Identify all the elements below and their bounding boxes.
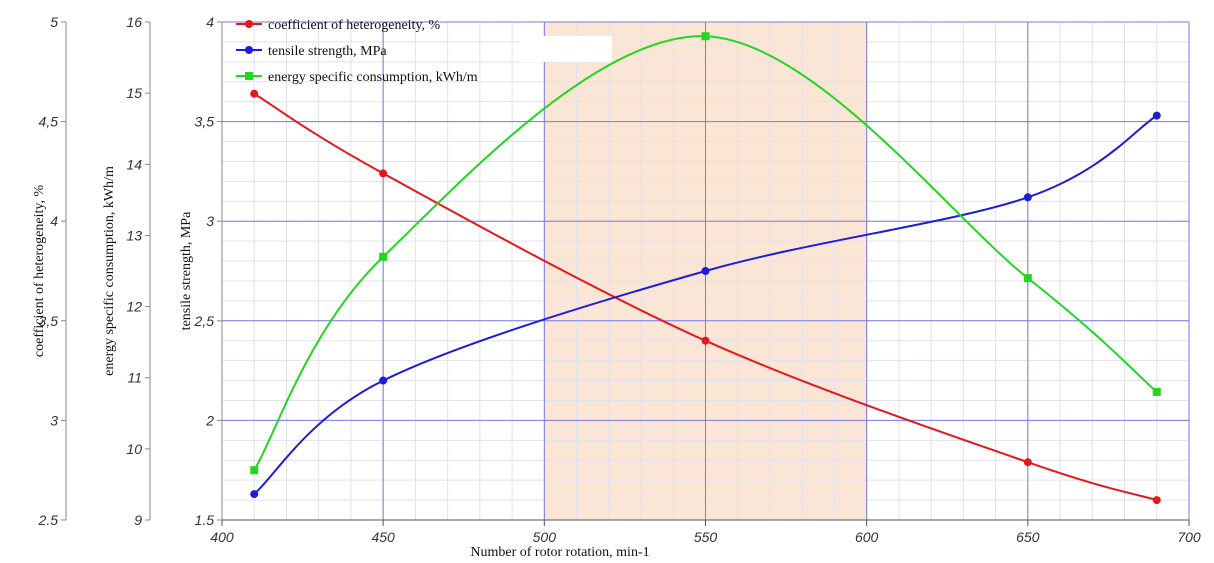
legend-marker-energy bbox=[245, 72, 253, 80]
y-tick-label-energy: 9 bbox=[134, 512, 142, 528]
data-point-het bbox=[379, 169, 388, 178]
y-tick-label-het: 3,5 bbox=[39, 313, 59, 329]
y-tick-label-energy: 12 bbox=[126, 299, 142, 315]
y-tick-label-energy: 10 bbox=[126, 441, 142, 457]
data-point-het bbox=[250, 89, 259, 98]
data-point-het bbox=[701, 336, 710, 345]
y-tick-label-energy: 11 bbox=[127, 370, 142, 386]
y-axis-title-het: coefficient of heterogeneity, % bbox=[32, 185, 47, 358]
y-tick-label-het: 3 bbox=[50, 412, 58, 428]
y-tick-label-tensile: 3,5 bbox=[195, 114, 215, 130]
x-axis-title: Number of rotor rotation, min-1 bbox=[470, 545, 649, 560]
y-axis-title-tensile: tensile strength, MPa bbox=[179, 211, 194, 330]
data-point-tensile bbox=[1023, 193, 1032, 202]
data-point-tensile bbox=[1152, 111, 1161, 120]
legend-label-het: coefficient of heterogeneity, % bbox=[268, 18, 441, 33]
y-tick-label-het: 2.5 bbox=[38, 512, 59, 528]
y-tick-label-tensile: 2 bbox=[205, 412, 214, 428]
data-point-het bbox=[1023, 458, 1032, 467]
y-tick-label-het: 4 bbox=[50, 213, 58, 229]
y-tick-label-het: 4,5 bbox=[39, 114, 59, 130]
legend-label-energy: energy specific consumption, kWh/m bbox=[268, 70, 478, 85]
legend-label-tensile: tensile strength, MPa bbox=[268, 44, 387, 59]
data-point-het bbox=[1152, 496, 1161, 505]
data-point-energy bbox=[379, 252, 388, 261]
y-tick-label-het: 5 bbox=[50, 14, 58, 30]
legend-marker-het bbox=[245, 20, 253, 28]
series-line-energy bbox=[253, 35, 1158, 471]
x-tick-label: 450 bbox=[371, 529, 395, 545]
legend-patch bbox=[520, 36, 612, 62]
data-point-energy bbox=[701, 32, 710, 41]
x-tick-label: 500 bbox=[533, 529, 557, 545]
data-point-energy bbox=[1152, 387, 1161, 396]
x-tick-label: 600 bbox=[855, 529, 879, 545]
x-tick-label: 400 bbox=[210, 529, 234, 545]
data-point-energy bbox=[250, 466, 259, 475]
data-point-energy bbox=[1023, 274, 1032, 283]
x-tick-label: 650 bbox=[1016, 529, 1040, 545]
y-tick-label-tensile: 2,5 bbox=[194, 313, 215, 329]
y-tick-label-energy: 15 bbox=[126, 85, 142, 101]
data-point-tensile bbox=[701, 267, 710, 275]
y-tick-label-energy: 13 bbox=[126, 227, 142, 243]
legend-marker-tensile bbox=[245, 46, 253, 54]
y-tick-label-tensile: 4 bbox=[206, 14, 214, 30]
y-tick-label-energy: 16 bbox=[126, 14, 142, 30]
data-point-tensile bbox=[379, 376, 388, 385]
y-tick-label-tensile: 3 bbox=[206, 213, 214, 229]
y-tick-label-tensile: 1.5 bbox=[195, 512, 215, 528]
y-axis-title-energy: energy specific consumption, kWh/m bbox=[102, 166, 117, 376]
data-point-tensile bbox=[250, 490, 259, 499]
y-tick-label-energy: 14 bbox=[126, 156, 142, 172]
x-tick-label: 700 bbox=[1177, 529, 1201, 545]
x-tick-label: 550 bbox=[694, 529, 718, 545]
legend: coefficient of heterogeneity, % tensile s… bbox=[236, 18, 612, 85]
